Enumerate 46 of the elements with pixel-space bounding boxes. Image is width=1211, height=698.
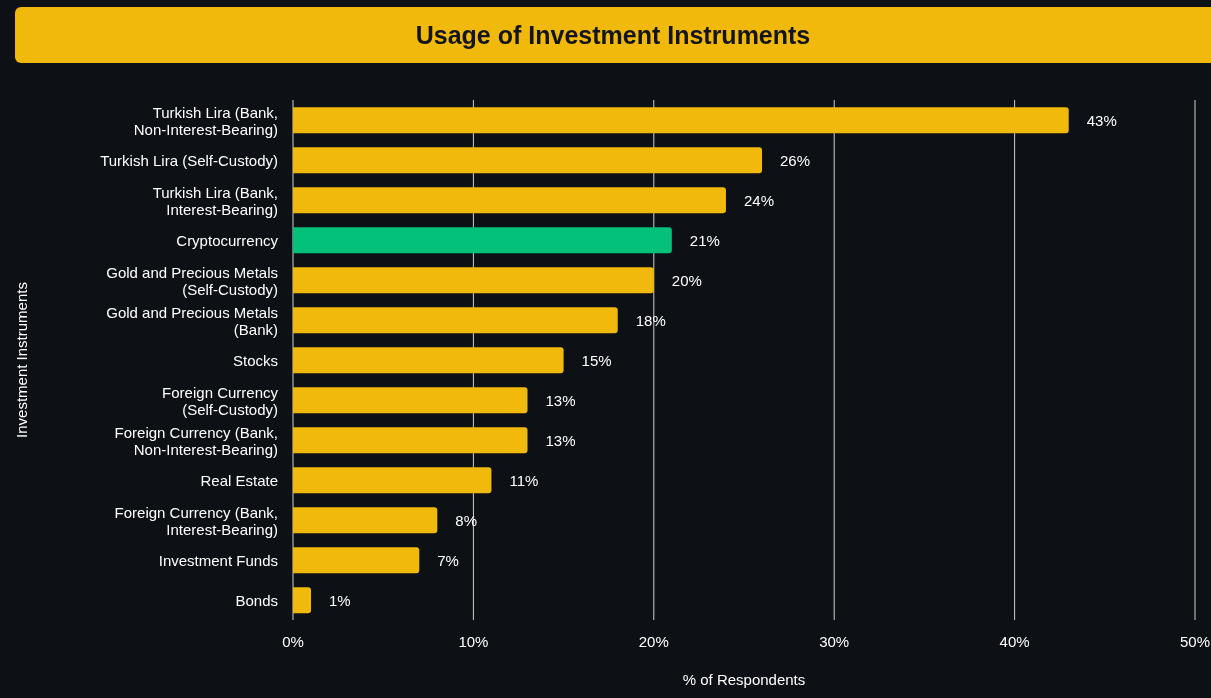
y-tick-label: Cryptocurrency: [176, 231, 279, 249]
bar: [293, 387, 528, 414]
data-label: 43%: [1086, 111, 1117, 129]
bar: [293, 467, 492, 494]
y-tick-label: Gold and Precious Metals (Bank): [106, 303, 278, 337]
data-label: 13%: [545, 391, 576, 409]
y-tick-label: Turkish Lira (Bank, Non-Interest-Bearing): [133, 103, 278, 137]
y-tick-label: Foreign Currency (Bank, Interest-Bearing): [114, 503, 278, 537]
x-tick-label: 10%: [458, 632, 489, 650]
bar: [293, 507, 438, 534]
data-label: 7%: [437, 551, 459, 569]
bar: [293, 147, 763, 174]
bar: [293, 227, 672, 254]
data-label: 1%: [329, 591, 351, 609]
data-label: 24%: [743, 191, 774, 209]
x-axis-title: % of Respondents: [682, 671, 806, 688]
bar: [293, 587, 312, 614]
bar: [293, 427, 528, 454]
y-tick-label: Turkish Lira (Bank, Interest-Bearing): [152, 183, 278, 217]
x-tick-label: 0%: [282, 632, 304, 650]
bar: [293, 107, 1069, 134]
y-tick-label: Bonds: [235, 591, 278, 609]
y-tick-label: Gold and Precious Metals (Self-Custody): [106, 263, 278, 297]
data-label: 13%: [545, 431, 576, 449]
bar: [293, 267, 654, 294]
data-label: 20%: [671, 271, 702, 289]
x-tick-label: 50%: [1179, 632, 1211, 650]
y-tick-label: Real Estate: [200, 471, 278, 489]
bar: [293, 347, 564, 374]
x-tick-label: 40%: [999, 632, 1030, 650]
y-tick-label: Foreign Currency (Self-Custody): [162, 383, 279, 417]
bar: [293, 307, 618, 334]
chart-title: Usage of Investment Instruments: [415, 20, 811, 50]
x-tick-label: 20%: [638, 632, 669, 650]
bar: [293, 547, 420, 574]
y-axis-title: Investment Instruments: [13, 282, 31, 438]
bar: [293, 187, 726, 214]
y-tick-label: Turkish Lira (Self-Custody): [100, 151, 278, 169]
y-tick-label: Investment Funds: [158, 551, 278, 569]
y-tick-label: Stocks: [232, 351, 278, 369]
data-label: 26%: [780, 151, 811, 169]
data-label: 21%: [689, 231, 720, 249]
data-label: 11%: [509, 471, 539, 489]
x-tick-label: 30%: [819, 632, 850, 650]
y-tick-label: Foreign Currency (Bank, Non-Interest-Bearing): [114, 423, 278, 457]
data-label: 15%: [581, 351, 612, 369]
